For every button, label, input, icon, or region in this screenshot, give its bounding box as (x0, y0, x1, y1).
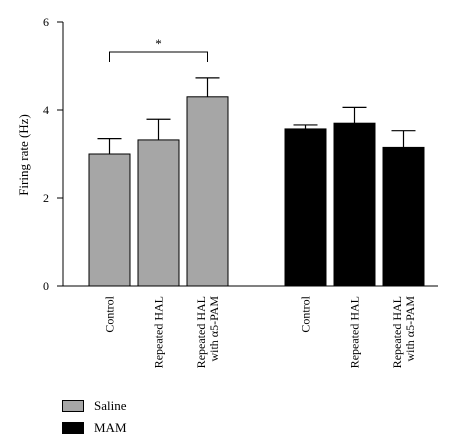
bar (186, 96, 229, 287)
x-tick-label: Repeated HAL (152, 296, 166, 368)
legend-swatch-mam (62, 422, 84, 434)
x-tick-label: Repeated HAL (348, 296, 362, 368)
x-tick-label: with α5-PAM (403, 296, 417, 362)
legend-item-saline: Saline (62, 395, 127, 417)
legend-label-saline: Saline (94, 398, 127, 413)
y-tick-label: 6 (43, 15, 49, 29)
y-axis-label: Firing rate (Hz) (16, 114, 31, 196)
bar (284, 128, 327, 287)
bar (382, 146, 425, 287)
y-tick-label: 0 (43, 279, 49, 293)
legend-item-mam: MAM (62, 417, 127, 439)
x-tick-label: Repeated HAL (390, 296, 404, 368)
x-tick-label: Control (103, 295, 117, 332)
bar (137, 139, 180, 287)
significance-star: * (155, 36, 162, 51)
legend: Saline MAM (62, 395, 127, 439)
bar (333, 122, 376, 287)
y-tick-label: 2 (43, 191, 49, 205)
x-tick-label: with α5-PAM (207, 296, 221, 362)
x-tick-label: Repeated HAL (194, 296, 208, 368)
significance-bracket (109, 51, 208, 62)
y-tick-label: 4 (43, 103, 49, 117)
legend-label-mam: MAM (94, 420, 127, 435)
bar (88, 153, 131, 287)
x-tick-label: Control (299, 295, 313, 332)
legend-swatch-saline (62, 400, 84, 412)
